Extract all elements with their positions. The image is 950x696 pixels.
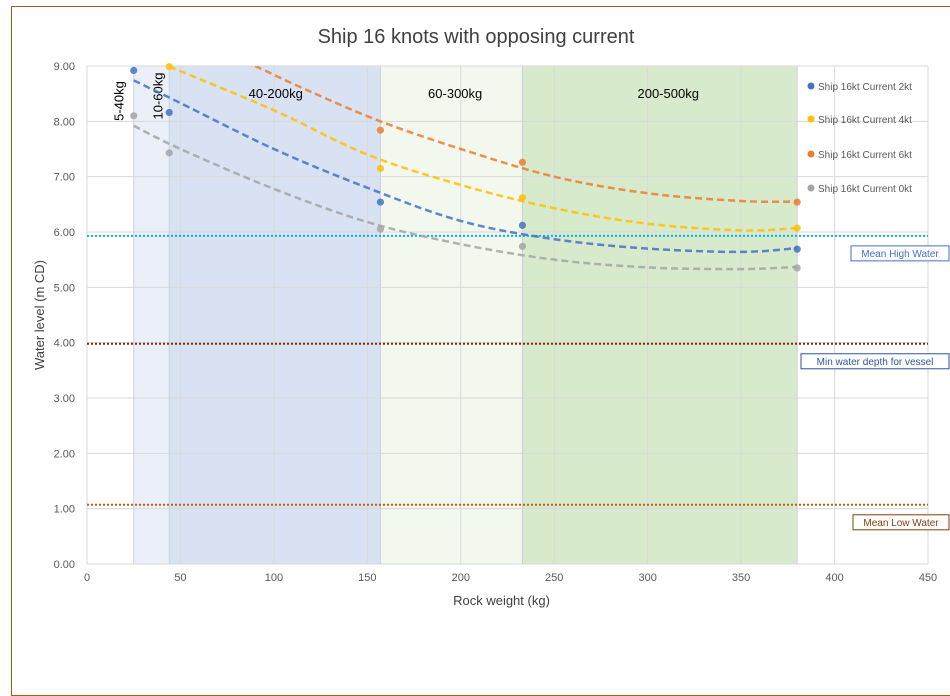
legend-item: Ship 16kt Current 6kt [818,150,912,161]
y-tick-label: 0.00 [54,559,75,571]
data-point [165,62,173,71]
band-label: 10-60kg [150,73,165,120]
data-point [376,164,385,172]
reference-label-box [852,514,950,531]
data-point [793,224,801,232]
data-point [793,264,801,272]
x-tick-label: 50 [174,572,186,584]
legend-marker [807,115,815,123]
data-point [518,221,527,229]
data-point [130,112,138,120]
x-tick-label: 450 [919,572,937,584]
y-tick-label: 8.00 [54,116,75,128]
x-tick-label: 200 [452,572,470,584]
trendline [133,79,798,254]
x-tick-label: 300 [638,572,656,584]
data-point [376,225,385,233]
x-tick-label: 150 [358,572,376,584]
data-point [165,108,173,117]
data-point [130,66,138,75]
x-axis-title: Rock weight (kg) [453,593,550,608]
x-tick-label: 100 [265,572,283,584]
data-point [793,198,801,206]
legend-item: Ship 16kt Current 2kt [818,82,912,93]
legend-marker [807,184,815,192]
legend-marker [807,82,815,90]
y-tick-label: 7.00 [54,172,75,184]
band-3 [380,66,523,564]
band-4 [522,66,798,564]
band-2 [169,66,381,564]
band-label: 60-300kg [428,86,482,101]
reference-label-box [850,245,950,262]
data-point [376,198,385,206]
x-tick-label: 350 [732,572,750,584]
y-tick-label: 1.00 [54,504,75,516]
y-tick-label: 2.00 [54,448,75,460]
y-tick-label: 5.00 [54,282,75,294]
legend-item: Ship 16kt Current 0kt [818,184,912,195]
data-point [518,242,527,250]
band-label: 5-40kg [112,81,127,121]
trendline [254,66,798,204]
data-point [165,149,173,157]
data-point [518,194,527,202]
reference-label: Min water depth for vessel [817,357,934,368]
data-point [793,245,801,253]
y-tick-label: 6.00 [54,227,75,239]
y-tick-label: 4.00 [54,338,75,350]
trendline [168,66,798,232]
x-tick-label: 400 [825,572,843,584]
reference-label: Mean High Water [861,249,939,260]
band-label: 200-500kg [637,86,698,101]
y-tick-label: 9.00 [54,61,75,73]
x-tick-label: 250 [545,572,563,584]
chart-title: Ship 16 knots with opposing current [318,26,635,48]
band-0 [133,66,170,564]
reference-label: Mean Low Water [863,518,939,529]
data-point [518,158,527,166]
legend-item: Ship 16kt Current 4kt [818,115,912,126]
x-tick-label: 0 [84,572,90,584]
reference-label-box [800,353,950,370]
legend-marker [807,150,815,158]
y-tick-label: 3.00 [54,393,75,405]
chart-svg: 0.00 1.00 2.00 3.00 4.00 5.00 6.00 7.00 8.00 9.00… [32,26,950,608]
y-axis-title: Water level (m CD) [32,260,47,370]
data-point [376,126,385,134]
band-label: 40-200kg [249,86,303,101]
trendline [133,124,798,271]
